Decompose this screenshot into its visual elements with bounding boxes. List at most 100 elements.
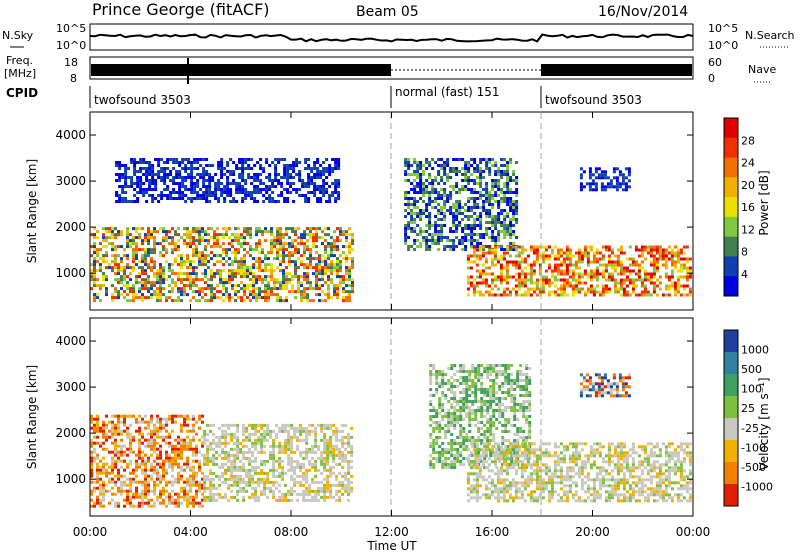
velocity-echo-cell xyxy=(296,492,300,496)
velocity-echo-cell xyxy=(317,447,321,451)
power-echo-cell xyxy=(196,161,200,164)
velocity-echo-cell xyxy=(132,504,135,508)
power-echo-cell xyxy=(114,296,117,300)
power-echo-cell xyxy=(258,242,261,246)
power-echo-cell xyxy=(309,230,312,234)
velocity-echo-cell xyxy=(344,423,348,427)
power-echo-cell xyxy=(190,167,194,170)
power-echo-cell xyxy=(118,179,122,182)
velocity-echo-cell xyxy=(248,435,252,439)
power-echo-cell xyxy=(138,272,141,276)
power-echo-cell xyxy=(217,164,221,167)
velocity-echo-cell xyxy=(96,501,99,505)
power-echo-cell xyxy=(547,278,551,282)
power-echo-cell xyxy=(615,185,619,189)
power-echo-cell xyxy=(325,182,329,185)
power-echo-cell xyxy=(267,251,270,255)
power-echo-cell xyxy=(267,284,270,288)
velocity-echo-cell xyxy=(269,486,273,490)
velocity-echo-cell xyxy=(111,462,114,466)
power-echo-cell xyxy=(90,278,93,282)
velocity-echo-cell xyxy=(284,450,288,454)
power-echo-cell xyxy=(583,290,587,294)
velocity-echo-cell xyxy=(144,474,147,478)
power-echo-cell xyxy=(249,266,252,270)
velocity-echo-cell xyxy=(206,456,210,460)
power-echo-cell xyxy=(452,188,456,191)
power-echo-cell xyxy=(279,230,282,234)
power-echo-cell xyxy=(446,209,450,212)
power-echo-cell xyxy=(223,200,227,203)
power-echo-cell xyxy=(264,296,267,300)
velocity-echo-cell xyxy=(233,453,237,457)
power-echo-cell xyxy=(159,284,162,288)
power-echo-cell xyxy=(153,266,156,270)
power-echo-cell xyxy=(339,254,342,258)
power-echo-cell xyxy=(565,272,569,276)
velocity-echo-cell xyxy=(236,450,240,454)
velocity-echo-cell xyxy=(245,468,249,472)
power-echo-cell xyxy=(345,230,348,234)
velocity-echo-cell xyxy=(212,441,216,445)
power-echo-cell xyxy=(407,158,411,161)
power-echo-cell xyxy=(517,284,521,288)
velocity-echo-cell xyxy=(221,456,225,460)
power-echo-cell xyxy=(496,257,500,261)
power-echo-cell xyxy=(321,242,324,246)
power-echo-cell xyxy=(497,230,501,233)
power-echo-cell xyxy=(234,272,237,276)
power-echo-cell xyxy=(556,266,560,270)
power-echo-cell xyxy=(469,254,473,258)
power-echo-cell xyxy=(210,296,213,300)
power-echo-cell xyxy=(512,233,516,236)
power-echo-cell xyxy=(458,212,462,215)
velocity-echo-cell xyxy=(263,486,267,490)
power-echo-cell xyxy=(337,161,341,164)
power-echo-cell xyxy=(129,242,132,246)
power-echo-cell xyxy=(628,245,632,249)
power-echo-cell xyxy=(515,161,519,164)
velocity-echo-cell xyxy=(123,417,126,421)
velocity-echo-cell xyxy=(227,465,231,469)
power-echo-cell xyxy=(643,272,647,276)
velocity-echo-cell xyxy=(239,486,243,490)
velocity-echo-cell xyxy=(329,444,333,448)
power-echo-cell xyxy=(205,158,209,161)
power-echo-cell xyxy=(452,218,456,221)
power-echo-cell xyxy=(470,179,474,182)
velocity-echo-cell xyxy=(114,465,117,469)
power-echo-cell xyxy=(336,239,339,243)
power-echo-cell xyxy=(243,239,246,243)
power-echo-cell xyxy=(658,254,662,258)
power-echo-cell xyxy=(485,191,489,194)
power-echo-cell xyxy=(256,200,260,203)
power-echo-cell xyxy=(482,158,486,161)
power-echo-cell xyxy=(437,194,441,197)
velocity-echo-cell xyxy=(347,459,351,463)
power-echo-cell xyxy=(485,221,489,224)
velocity-echo-cell xyxy=(299,492,303,496)
velocity-echo-cell xyxy=(230,447,234,451)
power-echo-cell xyxy=(313,188,317,191)
velocity-echo-cell xyxy=(126,495,129,499)
power-echo-cell xyxy=(169,194,173,197)
power-echo-cell xyxy=(649,251,653,255)
velocity-echo-cell xyxy=(290,486,294,490)
power-echo-cell xyxy=(577,281,581,285)
velocity-echo-cell xyxy=(192,498,195,502)
velocity-echo-cell xyxy=(435,421,439,424)
power-echo-cell xyxy=(117,245,120,249)
velocity-echo-cell xyxy=(299,462,303,466)
power-echo-cell xyxy=(322,191,326,194)
power-echo-cell xyxy=(213,275,216,279)
power-echo-cell xyxy=(288,254,291,258)
velocity-echo-cell xyxy=(438,370,442,373)
power-echo-cell xyxy=(652,266,656,270)
power-echo-cell xyxy=(192,281,195,285)
velocity-echo-cell xyxy=(212,423,216,427)
power-echo-cell xyxy=(271,191,275,194)
power-echo-cell xyxy=(664,293,668,297)
power-echo-cell xyxy=(491,194,495,197)
power-echo-cell xyxy=(159,227,162,231)
